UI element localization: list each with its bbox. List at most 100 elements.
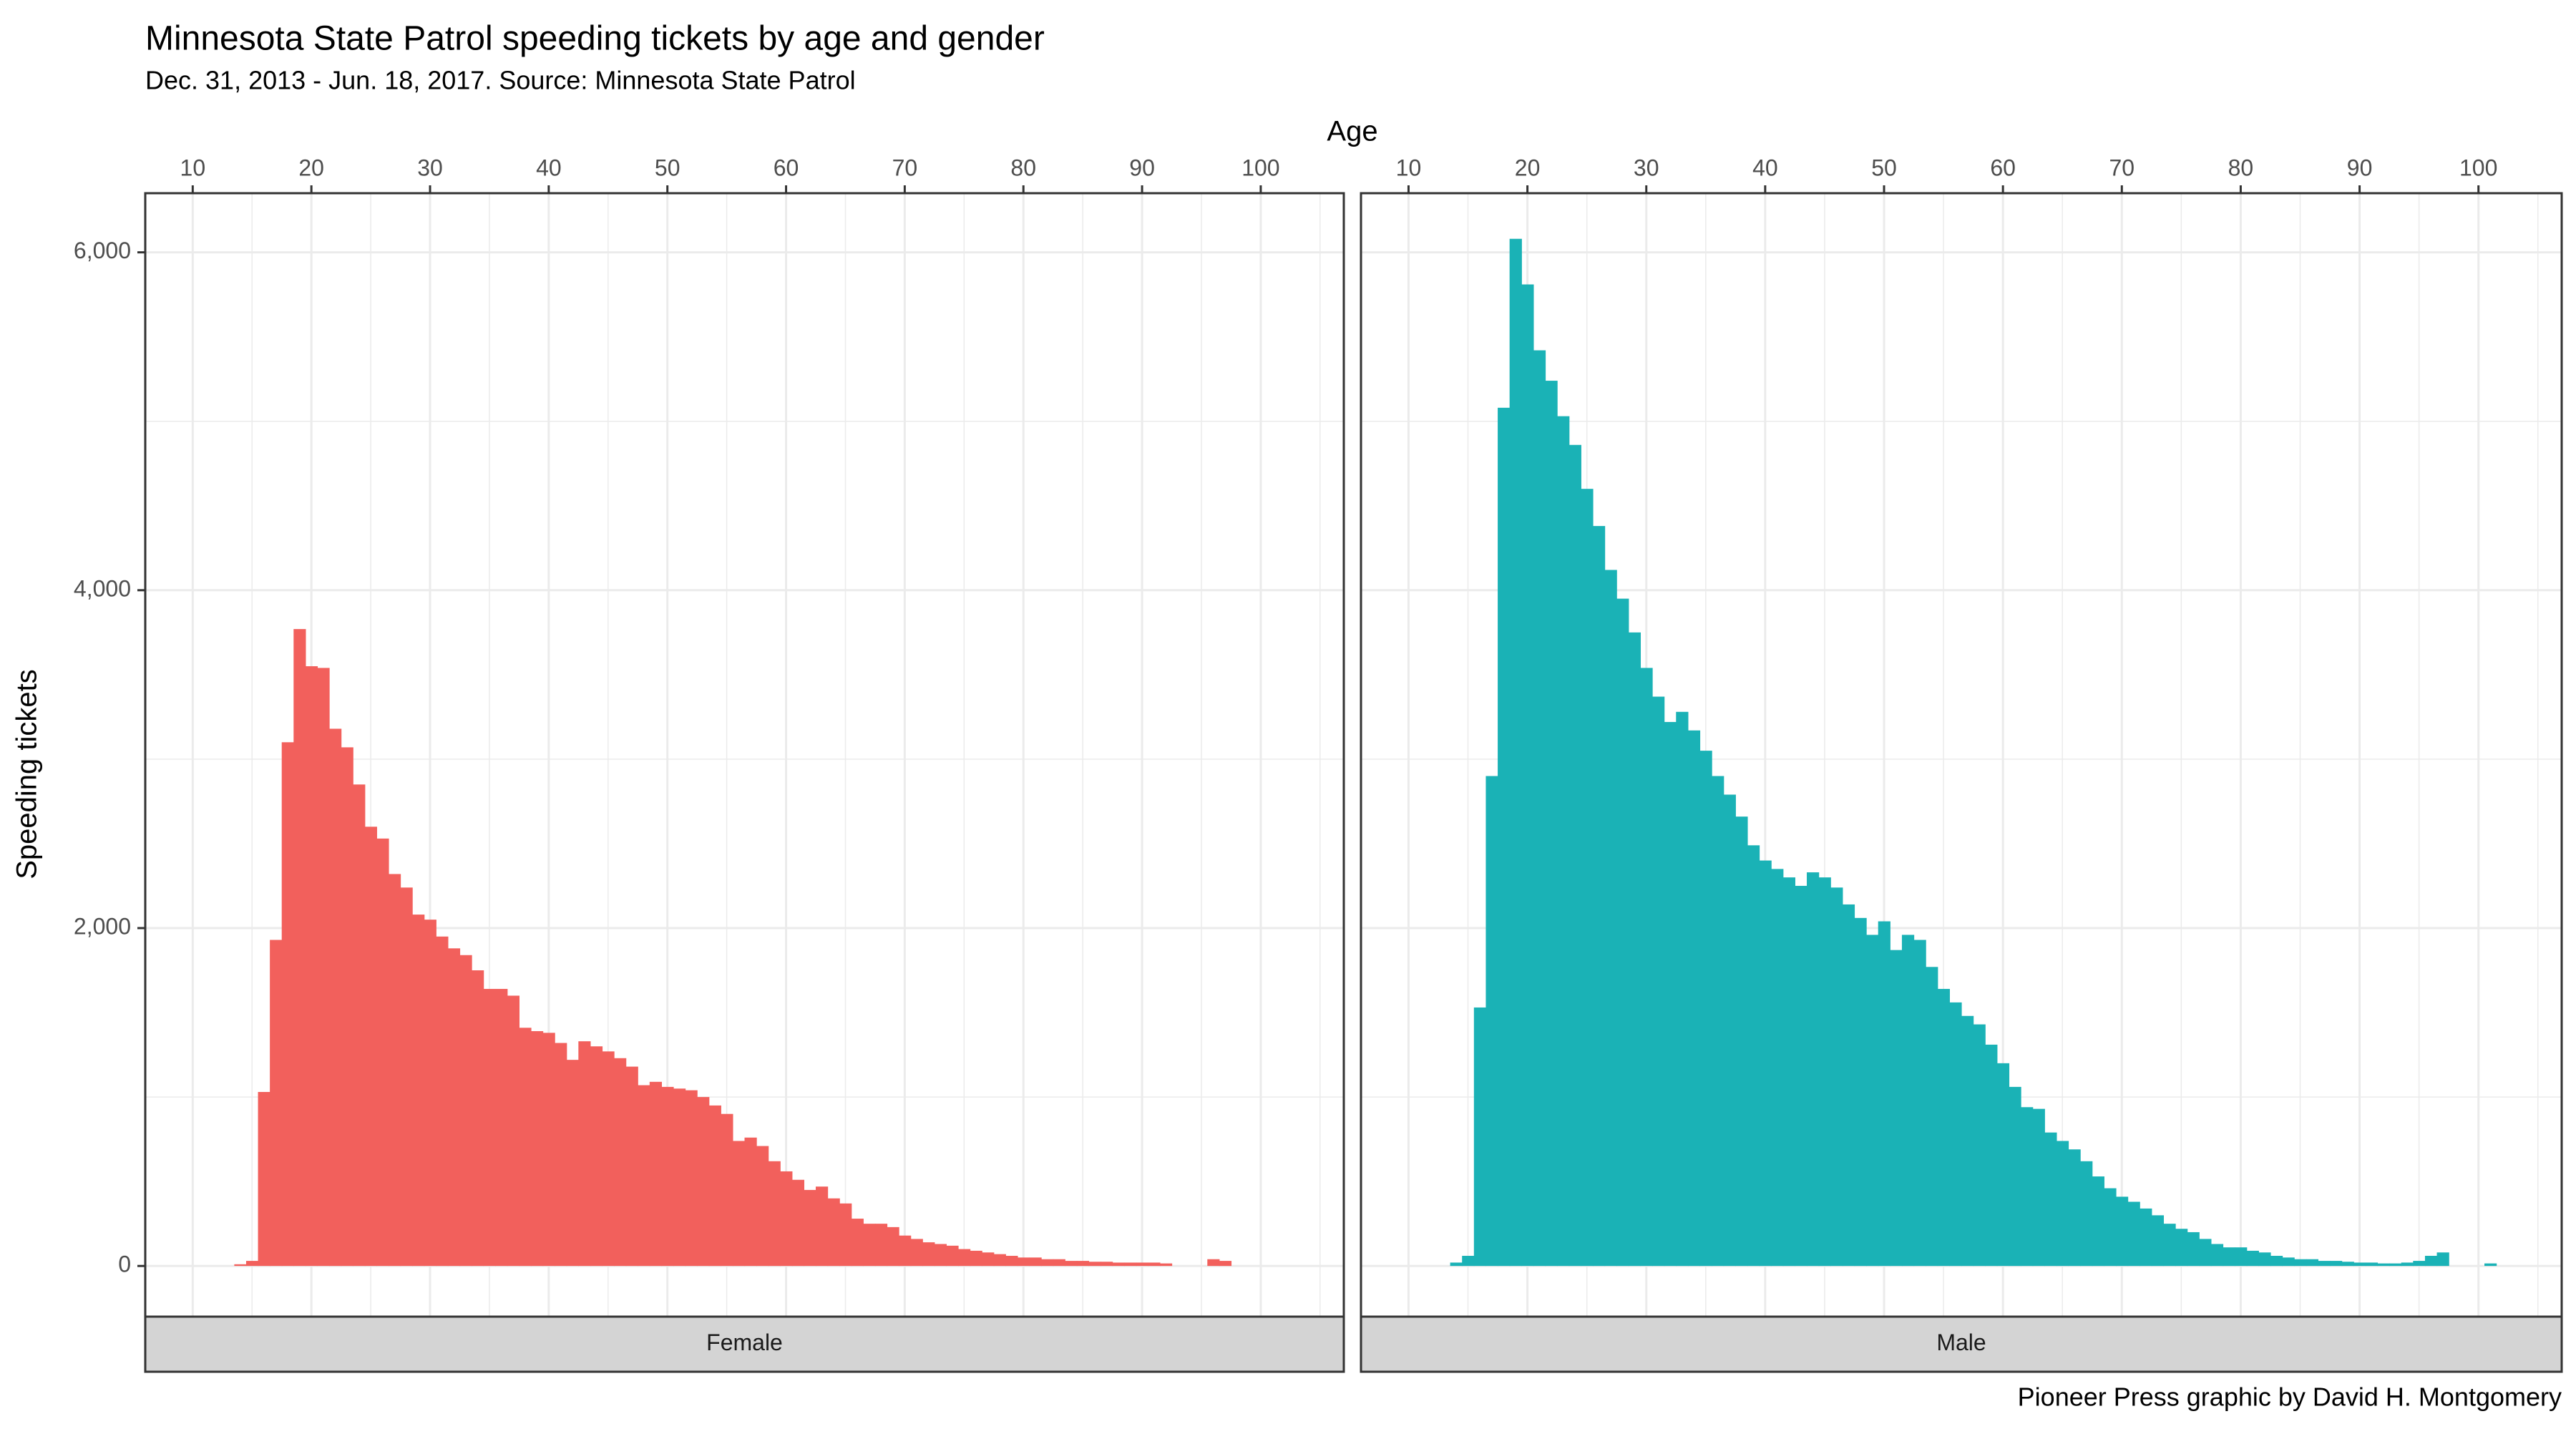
x-tick-label: 30 [1634, 155, 1659, 180]
bar-male-age-33 [1676, 711, 1689, 1267]
bar-female-age-38 [519, 1028, 532, 1267]
bar-female-age-46 [614, 1058, 627, 1267]
chart-title: Minnesota State Patrol speeding tickets … [145, 20, 1045, 58]
bar-female-age-71 [910, 1239, 923, 1267]
bar-male-age-28 [1616, 598, 1629, 1267]
bar-male-age-74 [2163, 1224, 2176, 1267]
bar-female-age-79 [1005, 1256, 1018, 1267]
bar-female-age-22 [329, 728, 342, 1267]
x-tick-label: 50 [1871, 155, 1897, 180]
bar-female-age-43 [578, 1041, 591, 1267]
bar-male-age-78 [2210, 1244, 2224, 1267]
x-tick-label: 50 [655, 155, 680, 180]
bar-female-age-57 [744, 1137, 757, 1267]
bar-male-age-87 [2318, 1261, 2331, 1267]
y-tick-label: 4,000 [74, 575, 131, 601]
x-tick-label: 30 [417, 155, 443, 180]
bar-male-age-65 [2056, 1141, 2069, 1267]
bar-male-age-94 [2401, 1262, 2414, 1267]
bar-male-age-32 [1664, 721, 1677, 1267]
bar-female-age-15 [245, 1261, 259, 1267]
bar-male-age-50 [1878, 921, 1890, 1267]
bar-female-age-33 [459, 955, 472, 1267]
facet-strip-female [144, 1315, 1345, 1373]
bar-female-age-30 [424, 920, 436, 1267]
bar-female-age-45 [602, 1051, 615, 1267]
x-axis-male: 10 20 30 40 50 60 70 80 90 100 [1396, 155, 2497, 193]
bar-female-age-84 [1065, 1261, 1078, 1267]
bar-male-age-18 [1498, 407, 1511, 1267]
bar-female-age-73 [934, 1244, 947, 1267]
bar-male-age-24 [1568, 444, 1581, 1267]
bar-male-age-68 [2092, 1176, 2104, 1267]
bar-male-age-58 [1973, 1024, 1986, 1267]
bar-female-age-49 [649, 1081, 663, 1267]
bar-female-age-59 [768, 1161, 781, 1267]
bar-male-age-60 [1996, 1063, 2010, 1267]
bar-male-age-88 [2330, 1261, 2343, 1267]
bar-male-age-20 [1521, 284, 1534, 1267]
bar-male-age-101 [2484, 1263, 2497, 1267]
bar-female-age-27 [388, 874, 401, 1267]
bar-male-age-41 [1771, 869, 1784, 1267]
bar-male-age-44 [1807, 872, 1820, 1267]
x-tick-label: 100 [2459, 155, 2497, 180]
bar-male-age-79 [2223, 1247, 2235, 1267]
y-tick-label: 2,000 [74, 913, 131, 939]
bar-female-age-14 [234, 1264, 247, 1267]
x-tick-label: 10 [1396, 155, 1422, 180]
chart-subtitle: Dec. 31, 2013 - Jun. 18, 2017. Source: M… [145, 66, 856, 95]
bar-male-age-73 [2151, 1215, 2165, 1267]
bar-female-age-88 [1112, 1262, 1125, 1267]
bar-female-age-20 [305, 666, 318, 1267]
bar-female-age-41 [555, 1043, 567, 1267]
bar-male-age-19 [1509, 238, 1522, 1267]
bar-male-age-17 [1485, 776, 1498, 1267]
bar-female-age-60 [780, 1171, 793, 1267]
bar-female-age-97 [1219, 1261, 1232, 1267]
bar-female-age-61 [791, 1179, 805, 1267]
bar-male-age-92 [2377, 1263, 2390, 1267]
bar-male-age-97 [2436, 1252, 2449, 1267]
bar-male-age-64 [2044, 1132, 2057, 1267]
bar-female-age-39 [530, 1031, 544, 1267]
bar-male-age-29 [1628, 632, 1641, 1267]
bar-male-age-72 [2140, 1208, 2152, 1267]
bar-male-age-57 [1961, 1015, 1974, 1267]
x-tick-label: 60 [1990, 155, 2016, 180]
bar-female-age-29 [412, 914, 425, 1267]
bar-female-age-54 [708, 1105, 721, 1267]
bar-male-age-23 [1557, 416, 1570, 1267]
bar-male-age-39 [1747, 845, 1760, 1267]
bar-female-age-35 [483, 988, 496, 1267]
bar-female-age-17 [270, 940, 283, 1267]
bar-female-age-42 [566, 1060, 579, 1267]
bar-female-age-23 [341, 747, 353, 1267]
bar-female-age-70 [899, 1235, 912, 1267]
bar-male-age-43 [1795, 885, 1807, 1267]
x-axis-title: Age [1327, 116, 1377, 147]
x-tick-label: 90 [2347, 155, 2373, 180]
bar-male-age-54 [1926, 967, 1938, 1267]
bar-male-age-93 [2389, 1263, 2402, 1267]
bar-female-age-62 [804, 1189, 816, 1267]
bar-female-age-24 [353, 784, 366, 1267]
bar-male-age-77 [2199, 1239, 2212, 1267]
x-tick-label: 70 [2109, 155, 2135, 180]
bar-female-age-81 [1029, 1257, 1042, 1267]
bar-male-age-31 [1652, 696, 1665, 1267]
bar-male-age-85 [2294, 1259, 2307, 1267]
bar-female-age-92 [1159, 1263, 1173, 1267]
bar-male-age-91 [2365, 1262, 2379, 1267]
bar-male-age-45 [1818, 877, 1831, 1267]
facet-strip-label-female: Female [706, 1330, 783, 1355]
bar-female-age-80 [1017, 1257, 1030, 1267]
bar-female-age-90 [1136, 1262, 1148, 1267]
y-axis: 0 2,000 4,000 6,000 [74, 238, 145, 1277]
bar-female-age-56 [732, 1141, 746, 1267]
bar-male-age-83 [2270, 1256, 2283, 1267]
bars-female [234, 629, 1232, 1267]
facet-strip-label-male: Male [1936, 1330, 1986, 1355]
bar-male-age-53 [1913, 940, 1926, 1267]
